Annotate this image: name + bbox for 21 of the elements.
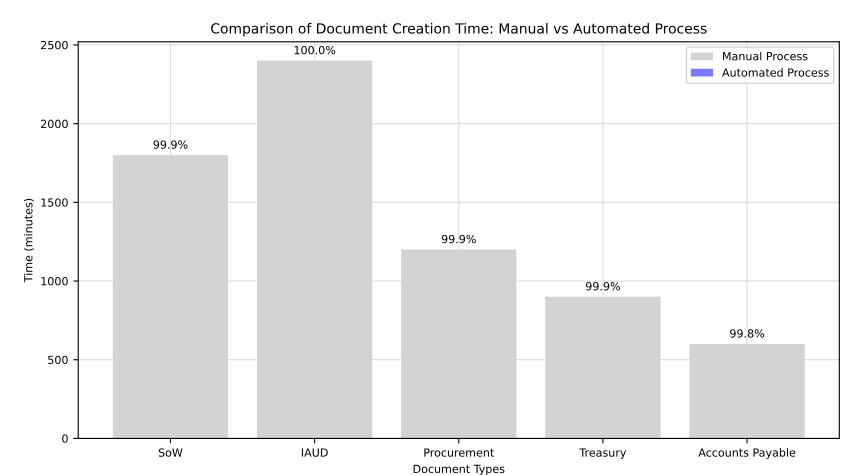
x-tick-label: Procurement <box>424 448 494 457</box>
x-tick-label: SoW <box>158 448 183 457</box>
x-tick-label: Treasury <box>579 448 626 459</box>
y-tick-label: 500 <box>48 356 68 364</box>
y-tick-label: 2000 <box>41 120 68 128</box>
y-tick-label: 2500 <box>41 40 68 50</box>
legend-label: Automated Process <box>722 68 829 77</box>
y-axis-title: Time (minutes) <box>24 198 34 282</box>
legend-label: Manual Process <box>723 52 808 60</box>
annotation: 99.9% <box>154 140 188 149</box>
y-tick-label: 1000 <box>41 277 68 286</box>
y-tick-label: 0 <box>62 434 68 443</box>
annotation: 99.8% <box>730 329 764 338</box>
annotation: 100.0% <box>294 46 336 54</box>
x-axis-title: Document Types <box>414 464 504 475</box>
y-tick-label: 1500 <box>41 198 68 207</box>
x-tick-label: Accounts Payable <box>698 448 796 459</box>
annotation: 99.9% <box>586 282 620 290</box>
annotation: 99.9% <box>442 234 476 244</box>
x-tick-label: IAUD <box>302 448 328 457</box>
chart-title: Comparison of Document Creation Time: Manual vs Automated Process <box>211 22 707 36</box>
